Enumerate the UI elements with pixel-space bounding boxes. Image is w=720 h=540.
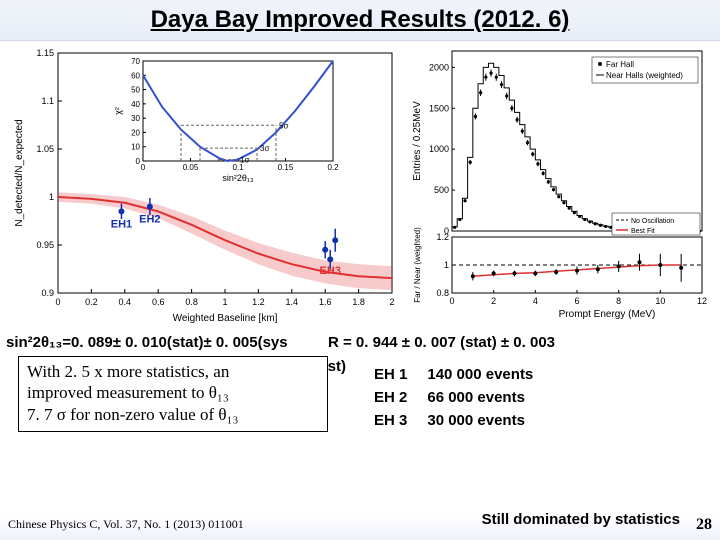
svg-text:1: 1 xyxy=(444,260,449,270)
svg-text:Best Fit: Best Fit xyxy=(631,228,655,235)
svg-text:1.15: 1.15 xyxy=(36,48,54,58)
hall-cell: EH 1 xyxy=(374,364,425,385)
count-cell: 140 000 events xyxy=(427,364,551,385)
svg-text:1.8: 1.8 xyxy=(352,297,365,307)
svg-text:1.2: 1.2 xyxy=(252,297,265,307)
svg-text:4: 4 xyxy=(533,296,538,306)
charts-row: 0 0.2 0.4 0.6 0.8 1 1.2 1.4 1.6 1.8 2 0.9 0.95 1 1.05 1… xyxy=(0,41,720,325)
svg-text:0: 0 xyxy=(136,157,141,166)
svg-text:10: 10 xyxy=(131,143,140,152)
svg-text:3σ: 3σ xyxy=(260,144,269,153)
svg-text:EH3: EH3 xyxy=(320,265,341,277)
svg-text:10: 10 xyxy=(655,296,665,306)
svg-text:12: 12 xyxy=(697,296,707,306)
reference-text: Chinese Physics C, Vol. 37, No. 1 (2013)… xyxy=(8,517,244,532)
svg-text:1.1: 1.1 xyxy=(41,96,54,106)
svg-text:N_detected/N_expected: N_detected/N_expected xyxy=(14,119,25,226)
statistics-box: With 2. 5 x more statistics, an improved… xyxy=(18,356,328,432)
svg-text:0.2: 0.2 xyxy=(85,297,98,307)
table-row: EH 330 000 events xyxy=(374,410,551,431)
svg-text:0.2: 0.2 xyxy=(327,163,339,172)
svg-text:2: 2 xyxy=(491,296,496,306)
table-row: EH 266 000 events xyxy=(374,387,551,408)
svg-text:Near Halls (weighted): Near Halls (weighted) xyxy=(606,71,683,80)
svg-text:Far Hall: Far Hall xyxy=(606,60,634,69)
svg-text:1.4: 1.4 xyxy=(286,297,299,307)
svg-text:1σ: 1σ xyxy=(240,156,249,165)
hall-cell: EH 2 xyxy=(374,387,425,408)
result-R-line1: R = 0. 944 ± 0. 007 (stat) ± 0. 003 xyxy=(328,334,555,351)
page-title: Daya Bay Improved Results (2012. 6) xyxy=(20,6,700,34)
svg-text:0.8: 0.8 xyxy=(185,297,198,307)
svg-text:1: 1 xyxy=(222,297,227,307)
svg-text:EH2: EH2 xyxy=(139,214,160,226)
svg-text:2000: 2000 xyxy=(429,62,449,72)
svg-text:50: 50 xyxy=(131,86,140,95)
svg-text:40: 40 xyxy=(131,100,140,109)
stat-line-3: 7. 7 σ for non-zero value of θ₁₃ xyxy=(27,404,319,425)
right-chart: 0 500 1000 1500 2000 Entries / 0.25MeV Far Hal… xyxy=(408,45,708,325)
svg-text:Prompt Energy (MeV): Prompt Energy (MeV) xyxy=(559,309,656,320)
svg-text:0.4: 0.4 xyxy=(119,297,132,307)
svg-text:500: 500 xyxy=(434,185,449,195)
svg-text:5σ: 5σ xyxy=(279,121,288,130)
svg-text:70: 70 xyxy=(131,57,140,66)
hall-cell: EH 3 xyxy=(374,410,425,431)
svg-text:1000: 1000 xyxy=(429,144,449,154)
svg-text:6: 6 xyxy=(574,296,579,306)
svg-text:0.95: 0.95 xyxy=(36,240,54,250)
svg-text:1: 1 xyxy=(49,192,54,202)
svg-text:8: 8 xyxy=(616,296,621,306)
table-row: EH 1140 000 events xyxy=(374,364,551,385)
count-cell: 66 000 events xyxy=(427,387,551,408)
svg-text:sin²2θ₁₃: sin²2θ₁₃ xyxy=(222,173,254,183)
svg-text:30: 30 xyxy=(131,114,140,123)
svg-text:0.6: 0.6 xyxy=(152,297,165,307)
svg-text:χ²: χ² xyxy=(113,107,123,115)
svg-text:Entries / 0.25MeV: Entries / 0.25MeV xyxy=(412,101,423,181)
events-table: EH 1140 000 events EH 266 000 events EH … xyxy=(372,362,553,433)
svg-text:0: 0 xyxy=(55,297,60,307)
count-cell: 30 000 events xyxy=(427,410,551,431)
svg-text:0: 0 xyxy=(141,163,146,172)
stat-line-1: With 2. 5 x more statistics, an xyxy=(27,361,319,382)
svg-text:0.8: 0.8 xyxy=(436,288,449,298)
svg-text:0.15: 0.15 xyxy=(278,163,294,172)
svg-text:EH1: EH1 xyxy=(111,218,132,230)
svg-text:No Oscillation: No Oscillation xyxy=(631,218,674,225)
page-number: 28 xyxy=(696,516,712,534)
svg-text:1500: 1500 xyxy=(429,103,449,113)
svg-text:0.05: 0.05 xyxy=(183,163,199,172)
stat-line-2: improved measurement to θ₁₃ xyxy=(27,382,319,403)
result-sin2: sin²2θ₁₃=0. 089± 0. 010(stat)± 0. 005(sy… xyxy=(6,334,288,351)
still-dominated-text: Still dominated by statistics xyxy=(482,511,680,528)
svg-text:1.2: 1.2 xyxy=(436,232,449,242)
svg-text:20: 20 xyxy=(131,128,140,137)
left-chart: 0 0.2 0.4 0.6 0.8 1 1.2 1.4 1.6 1.8 2 0.9 0.95 1 1.05 1… xyxy=(10,45,400,325)
svg-text:1.6: 1.6 xyxy=(319,297,332,307)
svg-text:0: 0 xyxy=(449,296,454,306)
svg-text:2: 2 xyxy=(389,297,394,307)
svg-text:Weighted Baseline [km]: Weighted Baseline [km] xyxy=(173,313,278,324)
svg-text:60: 60 xyxy=(131,71,140,80)
svg-text:0.9: 0.9 xyxy=(41,288,54,298)
title-bar: Daya Bay Improved Results (2012. 6) xyxy=(0,0,720,41)
svg-text:Far / Near (weighted): Far / Near (weighted) xyxy=(413,227,422,303)
svg-text:1.05: 1.05 xyxy=(36,144,54,154)
